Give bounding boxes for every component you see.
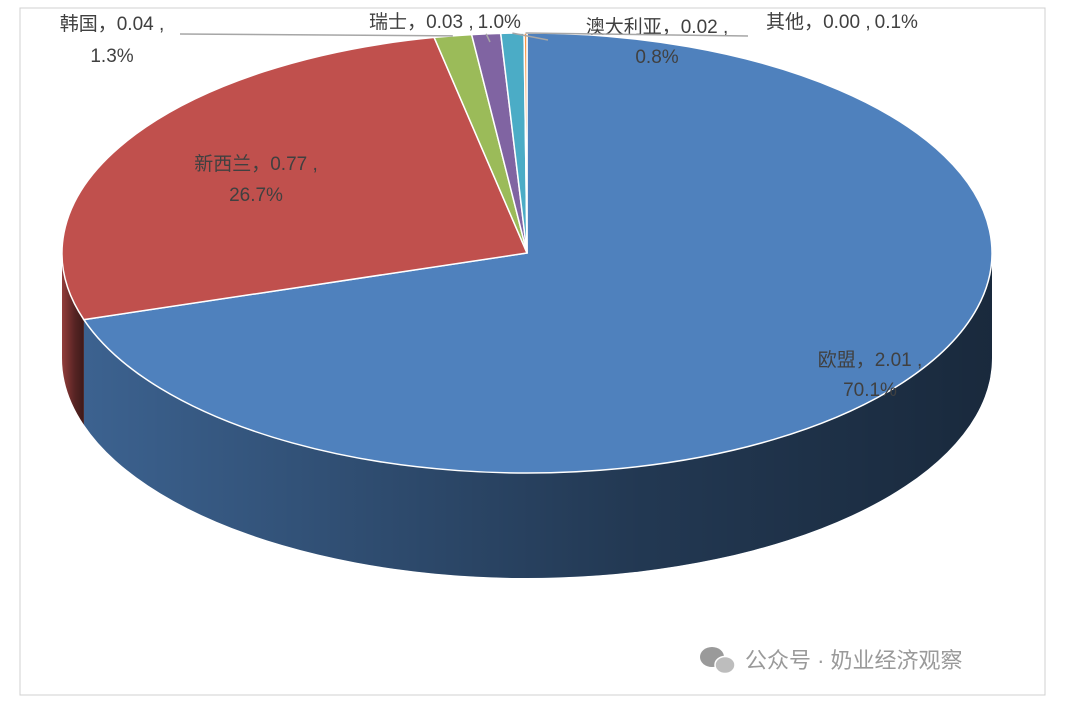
data-label: 瑞士，0.03 , 1.0% bbox=[369, 11, 521, 33]
label-sep: ， bbox=[662, 17, 681, 38]
data-label: 26.7% bbox=[229, 185, 283, 206]
label-value: 0.04 bbox=[117, 14, 154, 35]
label-sep: , bbox=[154, 14, 165, 35]
label-category: 欧盟 bbox=[818, 349, 856, 371]
label-category: 韩国 bbox=[60, 13, 98, 35]
data-label: 70.1% bbox=[843, 380, 897, 401]
data-label: 其他，0.00 , 0.1% bbox=[766, 11, 918, 33]
label-category: 其他 bbox=[766, 11, 804, 33]
pie-slice bbox=[61, 36, 529, 321]
label-value: 0.00 bbox=[823, 12, 860, 33]
wechat-icon bbox=[700, 647, 736, 675]
data-label: 0.8% bbox=[635, 47, 678, 68]
label-value: 0.03 bbox=[426, 12, 463, 33]
label-sep: ， bbox=[804, 12, 823, 33]
label-sep: , bbox=[860, 12, 871, 33]
label-sep: , bbox=[912, 350, 923, 371]
label-percent: 26.7% bbox=[229, 185, 283, 206]
label-category: 澳大利亚 bbox=[586, 16, 662, 38]
label-percent: 1.3% bbox=[90, 46, 133, 67]
label-value: 0.02 bbox=[681, 17, 718, 38]
label-percent: 0.1% bbox=[875, 12, 918, 33]
pie-tops bbox=[61, 32, 993, 474]
label-category: 新西兰 bbox=[194, 153, 251, 175]
label-sep: , bbox=[307, 154, 318, 175]
label-percent: 1.0% bbox=[478, 12, 521, 33]
leader-line bbox=[179, 33, 453, 37]
data-labels: 欧盟，2.01 ,70.1%新西兰，0.77 ,26.7%韩国，0.04 ,1.… bbox=[60, 11, 923, 401]
watermark-group: 公众号 · 奶业经济观察 bbox=[700, 647, 963, 675]
watermark: 公众号 · 奶业经济观察 bbox=[745, 648, 963, 673]
label-percent: 70.1% bbox=[843, 380, 897, 401]
pie-sides bbox=[62, 253, 992, 578]
label-category: 瑞士 bbox=[369, 11, 407, 33]
label-value: 0.77 bbox=[270, 154, 307, 175]
leader-line bbox=[485, 33, 491, 43]
frame bbox=[19, 7, 1046, 696]
label-sep: ， bbox=[98, 14, 117, 35]
label-sep: , bbox=[463, 12, 474, 33]
leader-line bbox=[512, 32, 549, 41]
data-label: 欧盟，2.01 , bbox=[818, 349, 923, 371]
label-value: 2.01 bbox=[875, 350, 912, 371]
data-label: 韩国，0.04 , bbox=[60, 13, 165, 35]
label-sep: ， bbox=[251, 154, 270, 175]
data-label: 1.3% bbox=[90, 46, 133, 67]
pie-side-shade bbox=[83, 253, 992, 578]
label-percent: 0.8% bbox=[635, 47, 678, 68]
data-label: 新西兰，0.77 , bbox=[194, 153, 318, 175]
data-label: 澳大利亚，0.02 , bbox=[586, 16, 729, 38]
pie-side-shade bbox=[62, 253, 84, 425]
pie-slice bbox=[82, 32, 993, 474]
label-sep: , bbox=[718, 17, 729, 38]
leader-line bbox=[525, 32, 749, 37]
label-sep: ， bbox=[856, 350, 875, 371]
label-sep: ， bbox=[407, 12, 426, 33]
